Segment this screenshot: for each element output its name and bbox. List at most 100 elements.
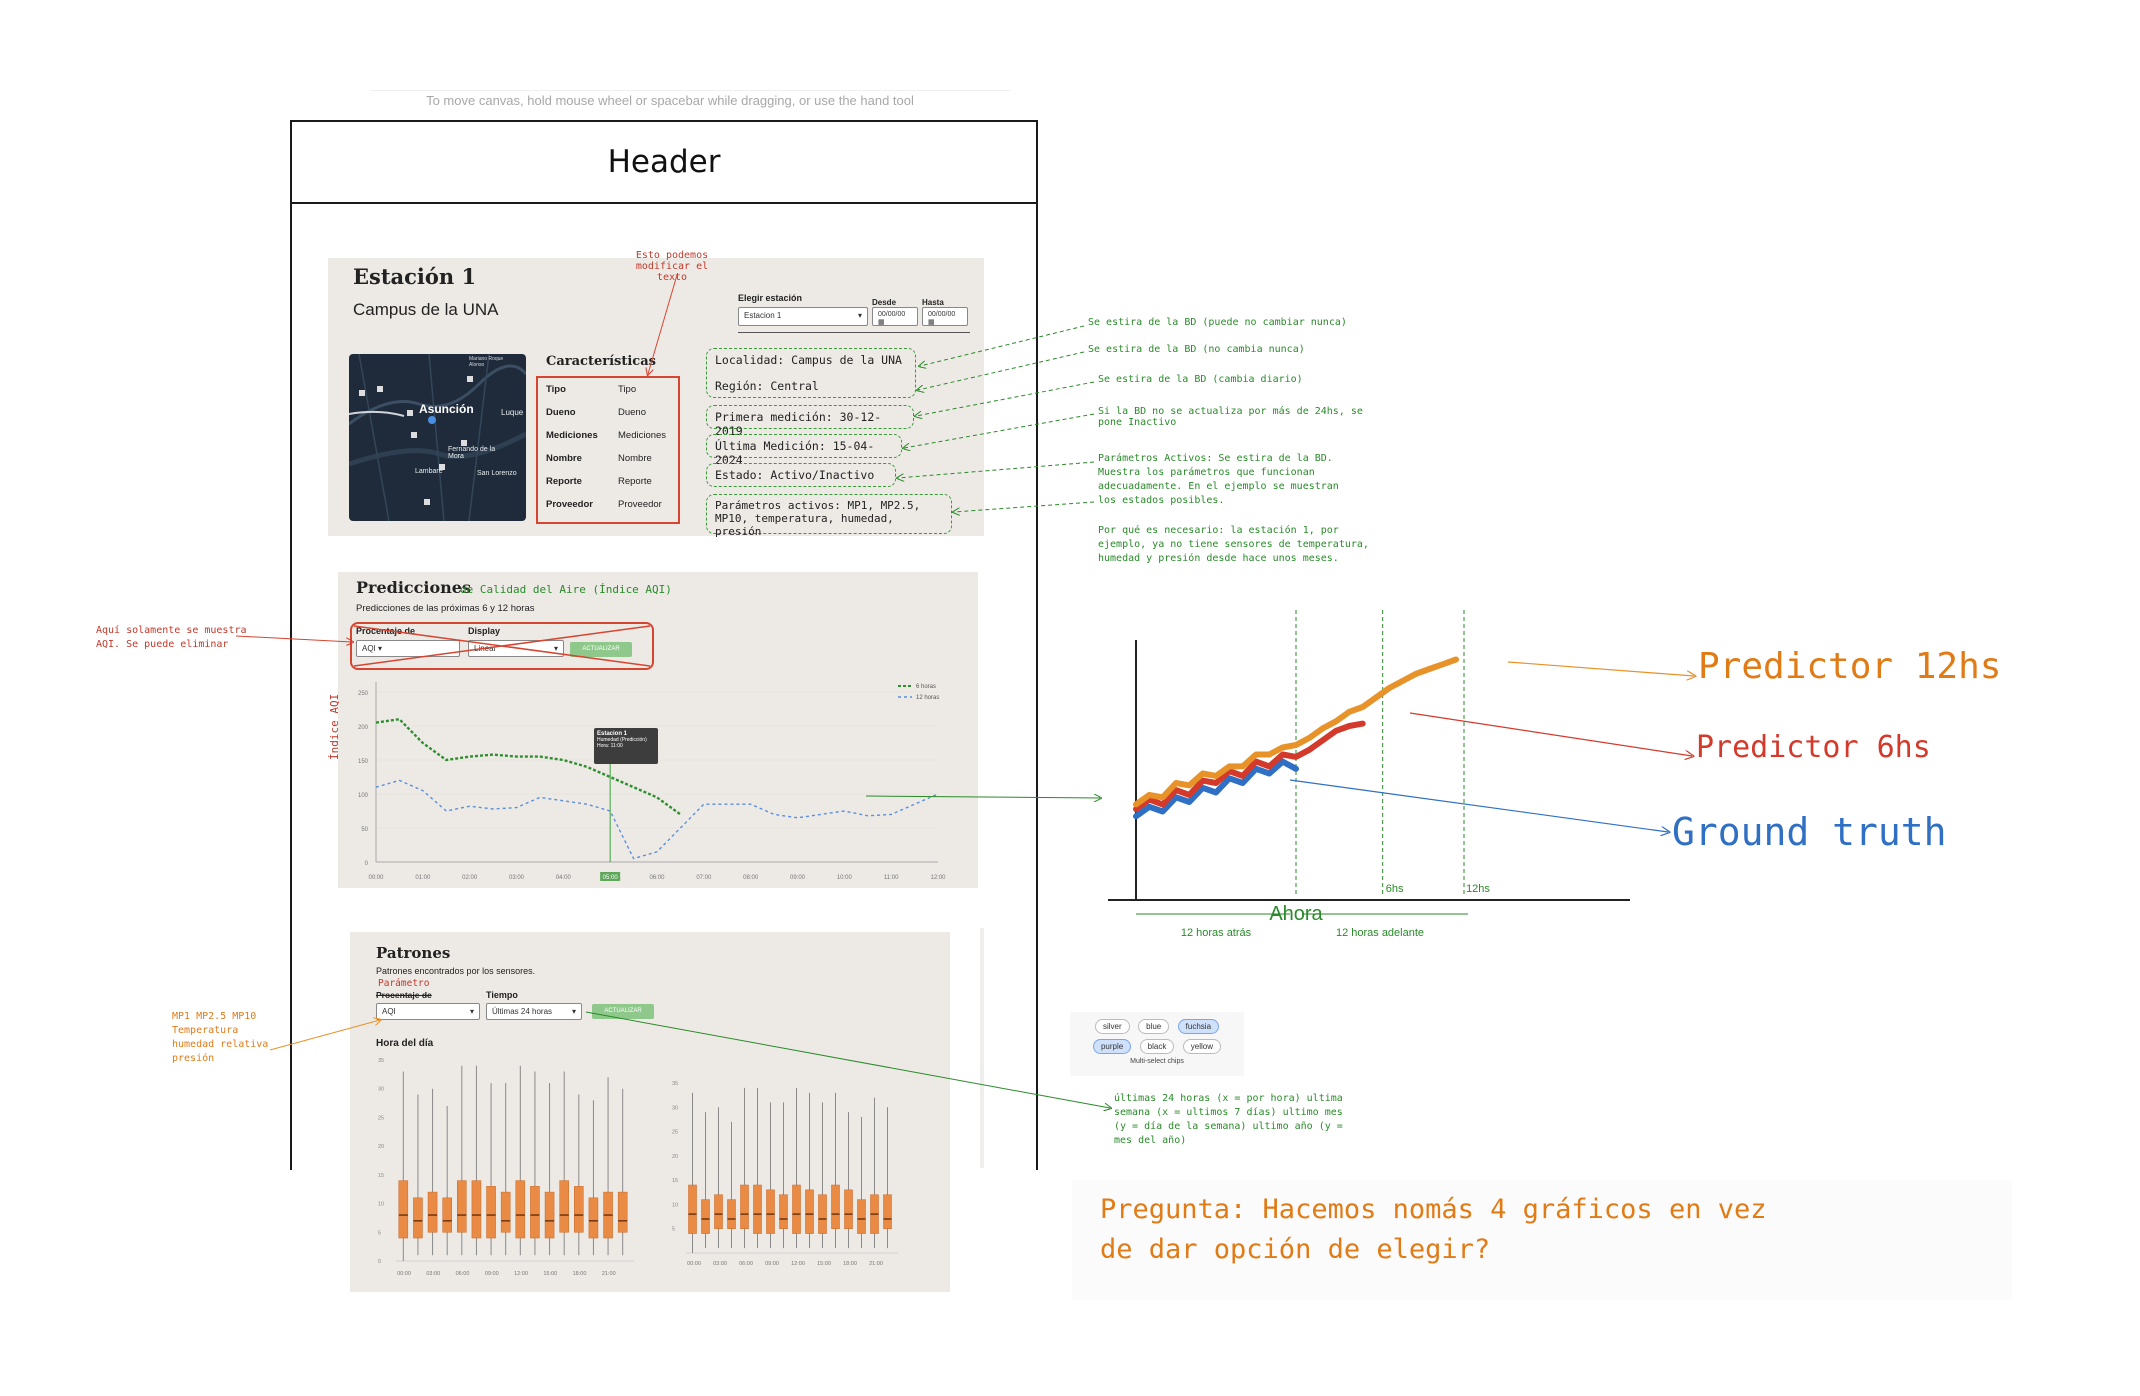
- char-key: Dueno: [546, 407, 576, 418]
- char-row: Nombre Nombre: [546, 453, 676, 476]
- box-body: [500, 1191, 511, 1233]
- station-select[interactable]: Estacion 1 ▾: [738, 307, 868, 326]
- legend-label-12h: 12 horas: [916, 695, 939, 701]
- box-body: [471, 1180, 482, 1239]
- note-bd2: Se estira de la BD (no cambia nunca): [1088, 344, 1305, 355]
- patterns-param-note: Parámetro: [378, 978, 430, 989]
- box-body: [457, 1180, 467, 1233]
- station-map[interactable]: Asunción Luque Fernando de la Mora San L…: [349, 354, 526, 521]
- y-tick-label: 5: [672, 1227, 675, 1233]
- x-tick-label: 03:00: [713, 1261, 727, 1267]
- patterns-pct-select[interactable]: AQI ▾: [376, 1003, 480, 1020]
- boxplot-left: 35 30 25 20 15 10 5 0 00:00 03:00 06:00 09:00 12:00 1…: [378, 1058, 634, 1277]
- patterns-pct-value: AQI: [382, 1007, 396, 1016]
- update-button[interactable]: ACTUALIZAR: [570, 642, 632, 657]
- box-body: [818, 1194, 827, 1234]
- box-body: [701, 1199, 710, 1234]
- y-tick-label: 30: [378, 1087, 384, 1093]
- x-tick-label: 05:00: [603, 875, 619, 881]
- box-body: [530, 1186, 540, 1239]
- box-body: [588, 1197, 599, 1239]
- forward-range-label: 12 horas adelante: [1336, 927, 1424, 939]
- box-body: [714, 1194, 723, 1229]
- x-tick-label: 21:00: [869, 1261, 883, 1267]
- predictions-panel: [338, 572, 978, 888]
- x-tick-label: 02:00: [462, 875, 478, 881]
- pct-select-value: AQI: [362, 644, 376, 653]
- char-value: Nombre: [618, 453, 652, 464]
- boxplot-right: 35 30 25 20 15 10 5 00:00 03:00 06:00 09:00 12:00 15…: [672, 1081, 898, 1267]
- info-parametros-box: Parámetros activos: MP1, MP2.5, MP10, te…: [706, 494, 952, 538]
- chips-sample: silver blue fuchsia purple black yellow …: [1070, 1012, 1244, 1076]
- box-body: [398, 1180, 409, 1239]
- y-tick-label: 10: [672, 1202, 678, 1208]
- aqi-crossout-lines: [353, 625, 651, 667]
- map-label-asuncion: Asunción: [419, 402, 474, 416]
- box-body: [844, 1189, 853, 1229]
- box-body: [831, 1184, 840, 1229]
- y-tick-label: 15: [672, 1178, 678, 1184]
- char-key: Reporte: [546, 476, 582, 487]
- chip-purple[interactable]: purple: [1092, 1039, 1132, 1054]
- chevron-down-icon: ▾: [571, 1007, 576, 1016]
- note-bd1: Se estira de la BD (puede no cambiar nun…: [1088, 317, 1347, 328]
- char-value: Dueno: [618, 407, 646, 418]
- info-estado: Estado: Activo/Inactivo: [715, 468, 875, 482]
- chip-fuchsia[interactable]: fuchsia: [1177, 1019, 1220, 1034]
- from-date-input[interactable]: 00/00/00 ▦: [872, 307, 918, 326]
- box-body: [766, 1189, 775, 1234]
- char-row: Reporte Reporte: [546, 476, 676, 499]
- chip-silver[interactable]: silver: [1094, 1019, 1130, 1034]
- x-tick-label: 15:00: [543, 1271, 557, 1277]
- y-tick-label: 25: [672, 1130, 678, 1136]
- box-body: [792, 1184, 801, 1234]
- predictions-chart: 250 200 150 100 50 0 00:00 01:00 02:00 03:00 04:00…: [358, 682, 946, 881]
- chip-blue[interactable]: blue: [1138, 1019, 1170, 1034]
- predictions-tooltip: Estacion 1 Humedad (Predicción) Hora: 11…: [594, 728, 658, 764]
- to-date-input[interactable]: 00/00/00 ▦: [922, 307, 968, 326]
- box-body: [805, 1189, 814, 1234]
- x-tick-label: 12:00: [930, 875, 946, 881]
- box-body: [486, 1186, 496, 1239]
- station-title: Estación 1: [353, 264, 477, 289]
- char-key: Proveedor: [546, 499, 593, 510]
- chip-yellow[interactable]: yellow: [1182, 1039, 1222, 1054]
- predictor-12-line: [1133, 656, 1459, 808]
- predictions-title: Predicciones: [356, 578, 471, 597]
- y-tick-label: 0: [378, 1259, 381, 1265]
- char-value: Proveedor: [618, 499, 662, 510]
- x-tick-label: 01:00: [415, 875, 431, 881]
- char-row: Dueno Dueno: [546, 407, 676, 430]
- station-divider: [738, 332, 970, 333]
- y-tick-label: 100: [358, 793, 369, 799]
- patterns-time-select[interactable]: Últimas 24 horas ▾: [486, 1003, 582, 1020]
- x-tick-label: 06:00: [456, 1271, 470, 1277]
- question-bg: [1072, 1180, 2012, 1300]
- calendar-icon: ▦: [878, 319, 885, 326]
- x-tick-label: 06:00: [739, 1261, 753, 1267]
- chip-black[interactable]: black: [1139, 1039, 1175, 1054]
- x-tick-label: 03:00: [426, 1271, 440, 1277]
- x-tick-label: 00:00: [368, 875, 384, 881]
- label-predictor-6: Predictor 6hs: [1696, 730, 1931, 765]
- x-tick-label: 03:00: [509, 875, 525, 881]
- box-body: [515, 1180, 526, 1239]
- map-label-luque: Luque: [501, 408, 524, 417]
- note-time-options: últimas 24 horas (x = por hora) ultima s…: [1114, 1093, 1343, 1146]
- x-tick-label: 09:00: [790, 875, 806, 881]
- box-body: [753, 1184, 762, 1234]
- box-body: [688, 1184, 697, 1234]
- map-label-fernando: Fernando de la Mora: [448, 446, 496, 460]
- series-line-12h: [375, 779, 939, 860]
- note-bd3: Se estira de la BD (cambia diario): [1098, 374, 1303, 385]
- patterns-update-button[interactable]: ACTUALIZAR: [592, 1004, 654, 1019]
- pct-select[interactable]: AQI ▾: [356, 640, 460, 657]
- characteristics-title: Características: [546, 354, 656, 369]
- y-tick-label: 150: [358, 759, 369, 765]
- twelve-hours-label: 12hs: [1466, 883, 1490, 895]
- from-date-value: 00/00/00: [878, 311, 906, 318]
- chevron-down-icon: ▾: [469, 1007, 474, 1016]
- box-body: [544, 1191, 555, 1239]
- x-tick-label: 00:00: [397, 1271, 411, 1277]
